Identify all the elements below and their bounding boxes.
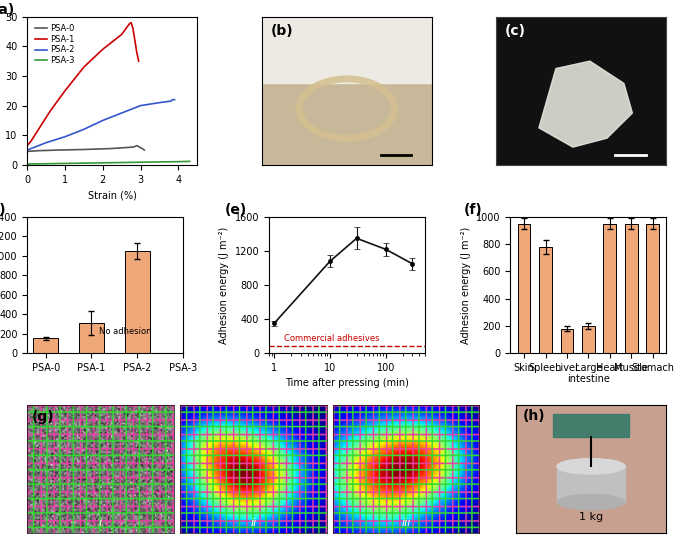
PSA-2 — [171, 97, 179, 103]
PSA-1 — [61, 88, 69, 94]
PSA-1 — [129, 25, 137, 32]
PSA-0 — [133, 142, 141, 149]
PSA-1 — [118, 31, 126, 38]
PSA-2 — [61, 133, 69, 140]
PSA-1 — [135, 58, 143, 64]
PSA-3 — [61, 160, 69, 166]
PSA-0 — [138, 145, 146, 152]
Bar — [554, 414, 629, 437]
Bar — [539, 247, 552, 353]
PSA-2 — [42, 139, 50, 146]
Text: iii: iii — [401, 518, 411, 528]
Polygon shape — [322, 94, 373, 123]
PSA-3 — [118, 159, 126, 166]
Text: ii: ii — [250, 518, 256, 528]
Text: i: i — [99, 518, 102, 528]
PSA-1 — [125, 21, 133, 27]
PSA-2 — [99, 117, 107, 124]
PSA-2 — [137, 102, 145, 109]
Ellipse shape — [557, 459, 625, 474]
PSA-3 — [99, 159, 107, 166]
Bar — [560, 329, 573, 353]
Line: PSA-2: PSA-2 — [27, 100, 175, 150]
Legend: PSA-0, PSA-1, PSA-2, PSA-3: PSA-0, PSA-1, PSA-2, PSA-3 — [31, 21, 78, 68]
PSA-0 — [80, 146, 88, 153]
Ellipse shape — [557, 459, 625, 474]
PSA-2 — [155, 99, 163, 106]
PSA-1 — [80, 64, 88, 70]
Bar — [124, 251, 150, 353]
PSA-1 — [131, 37, 139, 44]
Polygon shape — [539, 61, 632, 147]
PSA-3 — [42, 160, 50, 167]
Text: (f): (f) — [464, 203, 483, 218]
X-axis label: Strain (%): Strain (%) — [88, 190, 137, 200]
Line: PSA-3: PSA-3 — [27, 162, 190, 164]
PSA-0 — [53, 147, 61, 153]
PSA-1 — [127, 19, 135, 26]
PSA-2 — [118, 110, 126, 117]
Text: (d): (d) — [0, 203, 6, 218]
Line: PSA-0: PSA-0 — [27, 145, 144, 152]
Text: (a): (a) — [0, 3, 16, 17]
Bar — [517, 224, 530, 353]
PSA-0 — [131, 143, 139, 150]
PSA-0 — [135, 143, 143, 150]
PSA-1 — [133, 49, 141, 56]
PSA-0 — [129, 144, 137, 150]
PSA-0 — [35, 147, 43, 154]
Ellipse shape — [557, 495, 625, 510]
PSA-0 — [23, 148, 31, 155]
X-axis label: Time after pressing (min): Time after pressing (min) — [285, 379, 409, 388]
PSA-0 — [140, 147, 148, 153]
PSA-3 — [137, 159, 145, 165]
Text: Commercial adhesives: Commercial adhesives — [284, 334, 380, 343]
Bar — [625, 224, 638, 353]
PSA-1 — [46, 108, 54, 115]
PSA-3 — [80, 160, 88, 166]
PSA-1 — [35, 126, 43, 133]
Bar — [582, 326, 595, 353]
PSA-0 — [25, 148, 33, 155]
PSA-0 — [106, 145, 114, 152]
PSA-3 — [174, 158, 182, 165]
PSA-0 — [137, 144, 145, 151]
PSA-2 — [169, 97, 177, 103]
Text: No adhesion: No adhesion — [99, 327, 152, 336]
Text: 1 kg: 1 kg — [579, 512, 603, 522]
PSA-2 — [23, 147, 31, 153]
Y-axis label: Adhesion energy (J m⁻²): Adhesion energy (J m⁻²) — [461, 226, 471, 344]
Text: (e): (e) — [225, 203, 248, 218]
PSA-3 — [186, 158, 194, 165]
PSA-1 — [23, 142, 31, 149]
Line: PSA-1: PSA-1 — [27, 23, 139, 145]
PSA-2 — [80, 126, 88, 133]
Text: (c): (c) — [505, 24, 526, 38]
PSA-2 — [167, 98, 175, 104]
Text: (h): (h) — [523, 409, 546, 423]
PSA-1 — [27, 138, 35, 144]
Text: (b): (b) — [270, 24, 293, 38]
Bar — [557, 466, 625, 502]
Bar — [79, 323, 104, 353]
PSA-3 — [23, 161, 31, 168]
Bar — [603, 224, 616, 353]
PSA-1 — [99, 46, 107, 53]
PSA-3 — [155, 159, 163, 165]
Bar — [33, 339, 58, 353]
Y-axis label: Adhesion energy (J m⁻²): Adhesion energy (J m⁻²) — [219, 226, 229, 344]
Bar — [647, 224, 660, 353]
Text: (g): (g) — [31, 410, 54, 424]
PSA-2 — [31, 144, 39, 150]
